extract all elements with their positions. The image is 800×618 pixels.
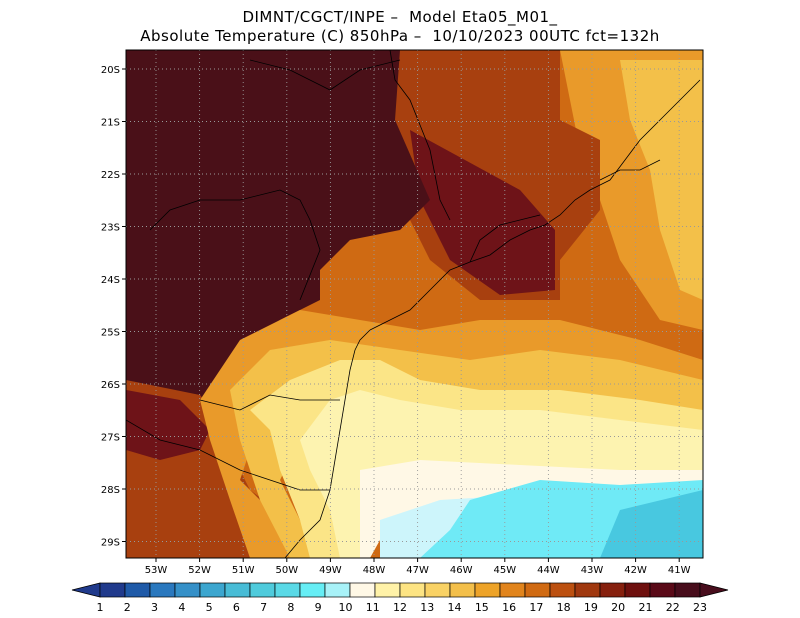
lat-label: 25S xyxy=(101,328,120,339)
lat-label: 23S xyxy=(101,223,120,234)
colorbar-label: 5 xyxy=(206,601,213,614)
colorbar-label: 19 xyxy=(584,601,598,614)
colorbar-label: 12 xyxy=(393,601,407,614)
latitude-labels: 20S 21S 22S 23S 24S 25S 26S 27S 28S 29S xyxy=(101,65,126,549)
colorbar-swatch xyxy=(574,582,601,598)
colorbar-label: 13 xyxy=(420,601,434,614)
colorbar-label: 21 xyxy=(638,601,652,614)
colorbar-swatch xyxy=(124,582,151,598)
colorbar-swatch xyxy=(299,582,326,598)
lat-label: 27S xyxy=(101,433,120,444)
lon-label: 53W xyxy=(145,565,168,576)
colorbar-swatch xyxy=(199,582,226,598)
lon-label: 47W xyxy=(406,565,429,576)
colorbar-label: 10 xyxy=(338,601,352,614)
colorbar-label: 14 xyxy=(448,601,462,614)
lat-label: 21S xyxy=(101,118,120,129)
lon-label: 48W xyxy=(363,565,386,576)
lat-label: 26S xyxy=(101,380,120,391)
lon-label: 49W xyxy=(319,565,342,576)
colorbar-swatch xyxy=(324,582,351,598)
colorbar: 1 2 3 4 5 6 7 8 9 10 11 12 13 14 15 16 17 18 19 20 21 22 23 xyxy=(71,582,729,614)
colorbar-swatch xyxy=(424,582,451,598)
colorbar-swatch xyxy=(474,582,501,598)
colorbar-label: 20 xyxy=(611,601,625,614)
colorbar-swatch xyxy=(549,582,576,598)
colorbar-swatch xyxy=(224,582,251,598)
map-frame xyxy=(125,49,704,559)
colorbar-label: 9 xyxy=(315,601,322,614)
colorbar-label: 8 xyxy=(287,601,294,614)
colorbar-label: 3 xyxy=(151,601,158,614)
lon-label: 45W xyxy=(493,565,516,576)
colorbar-label: 22 xyxy=(666,601,680,614)
lat-label: 28S xyxy=(101,485,120,496)
colorbar-swatch xyxy=(449,582,476,598)
colorbar-arrow-right xyxy=(699,582,729,598)
colorbar-label: 6 xyxy=(233,601,240,614)
lat-label: 22S xyxy=(101,170,120,181)
colorbar-label: 15 xyxy=(475,601,489,614)
colorbar-arrow-left xyxy=(71,582,101,598)
lon-label: 43W xyxy=(581,565,604,576)
lon-label: 44W xyxy=(537,565,560,576)
colorbar-swatch xyxy=(149,582,176,598)
colorbar-swatch xyxy=(399,582,426,598)
colorbar-label: 2 xyxy=(124,601,131,614)
temperature-field xyxy=(126,50,703,558)
map-title-line1: DIMNT/CGCT/INPE – Model Eta05_M01_ xyxy=(242,8,558,26)
colorbar-label: 23 xyxy=(693,601,707,614)
colorbar-swatch xyxy=(674,582,701,598)
colorbar-label: 4 xyxy=(178,601,185,614)
colorbar-label: 17 xyxy=(529,601,543,614)
colorbar-swatch xyxy=(599,582,626,598)
colorbar-swatch xyxy=(349,582,376,598)
longitude-labels: 53W 52W 51W 50W 49W 48W 47W 46W 45W 44W 43W 42W 41W xyxy=(145,558,691,576)
colorbar-label: 18 xyxy=(557,601,571,614)
map-title-line2: Absolute Temperature (C) 850hPa – 10/10/… xyxy=(140,27,660,45)
colorbar-swatch xyxy=(624,582,651,598)
colorbar-swatch xyxy=(274,582,301,598)
colorbar-swatch xyxy=(174,582,201,598)
colorbar-label: 16 xyxy=(502,601,516,614)
colorbar-label: 1 xyxy=(97,601,104,614)
lon-label: 52W xyxy=(188,565,211,576)
map-gridlines xyxy=(126,50,703,558)
lon-label: 42W xyxy=(624,565,647,576)
colorbar-label: 7 xyxy=(260,601,267,614)
colorbar-swatch xyxy=(499,582,526,598)
lon-label: 51W xyxy=(232,565,255,576)
colorbar-label: 11 xyxy=(366,601,380,614)
colorbar-swatch xyxy=(249,582,276,598)
lat-label: 24S xyxy=(101,275,120,286)
colorbar-swatch xyxy=(374,582,401,598)
lat-label: 20S xyxy=(101,65,120,76)
colorbar-swatch xyxy=(99,582,126,598)
lon-label: 50W xyxy=(275,565,298,576)
lon-label: 41W xyxy=(668,565,691,576)
colorbar-swatch xyxy=(524,582,551,598)
lon-label: 46W xyxy=(450,565,473,576)
colorbar-swatch xyxy=(649,582,676,598)
lat-label: 29S xyxy=(101,538,120,549)
